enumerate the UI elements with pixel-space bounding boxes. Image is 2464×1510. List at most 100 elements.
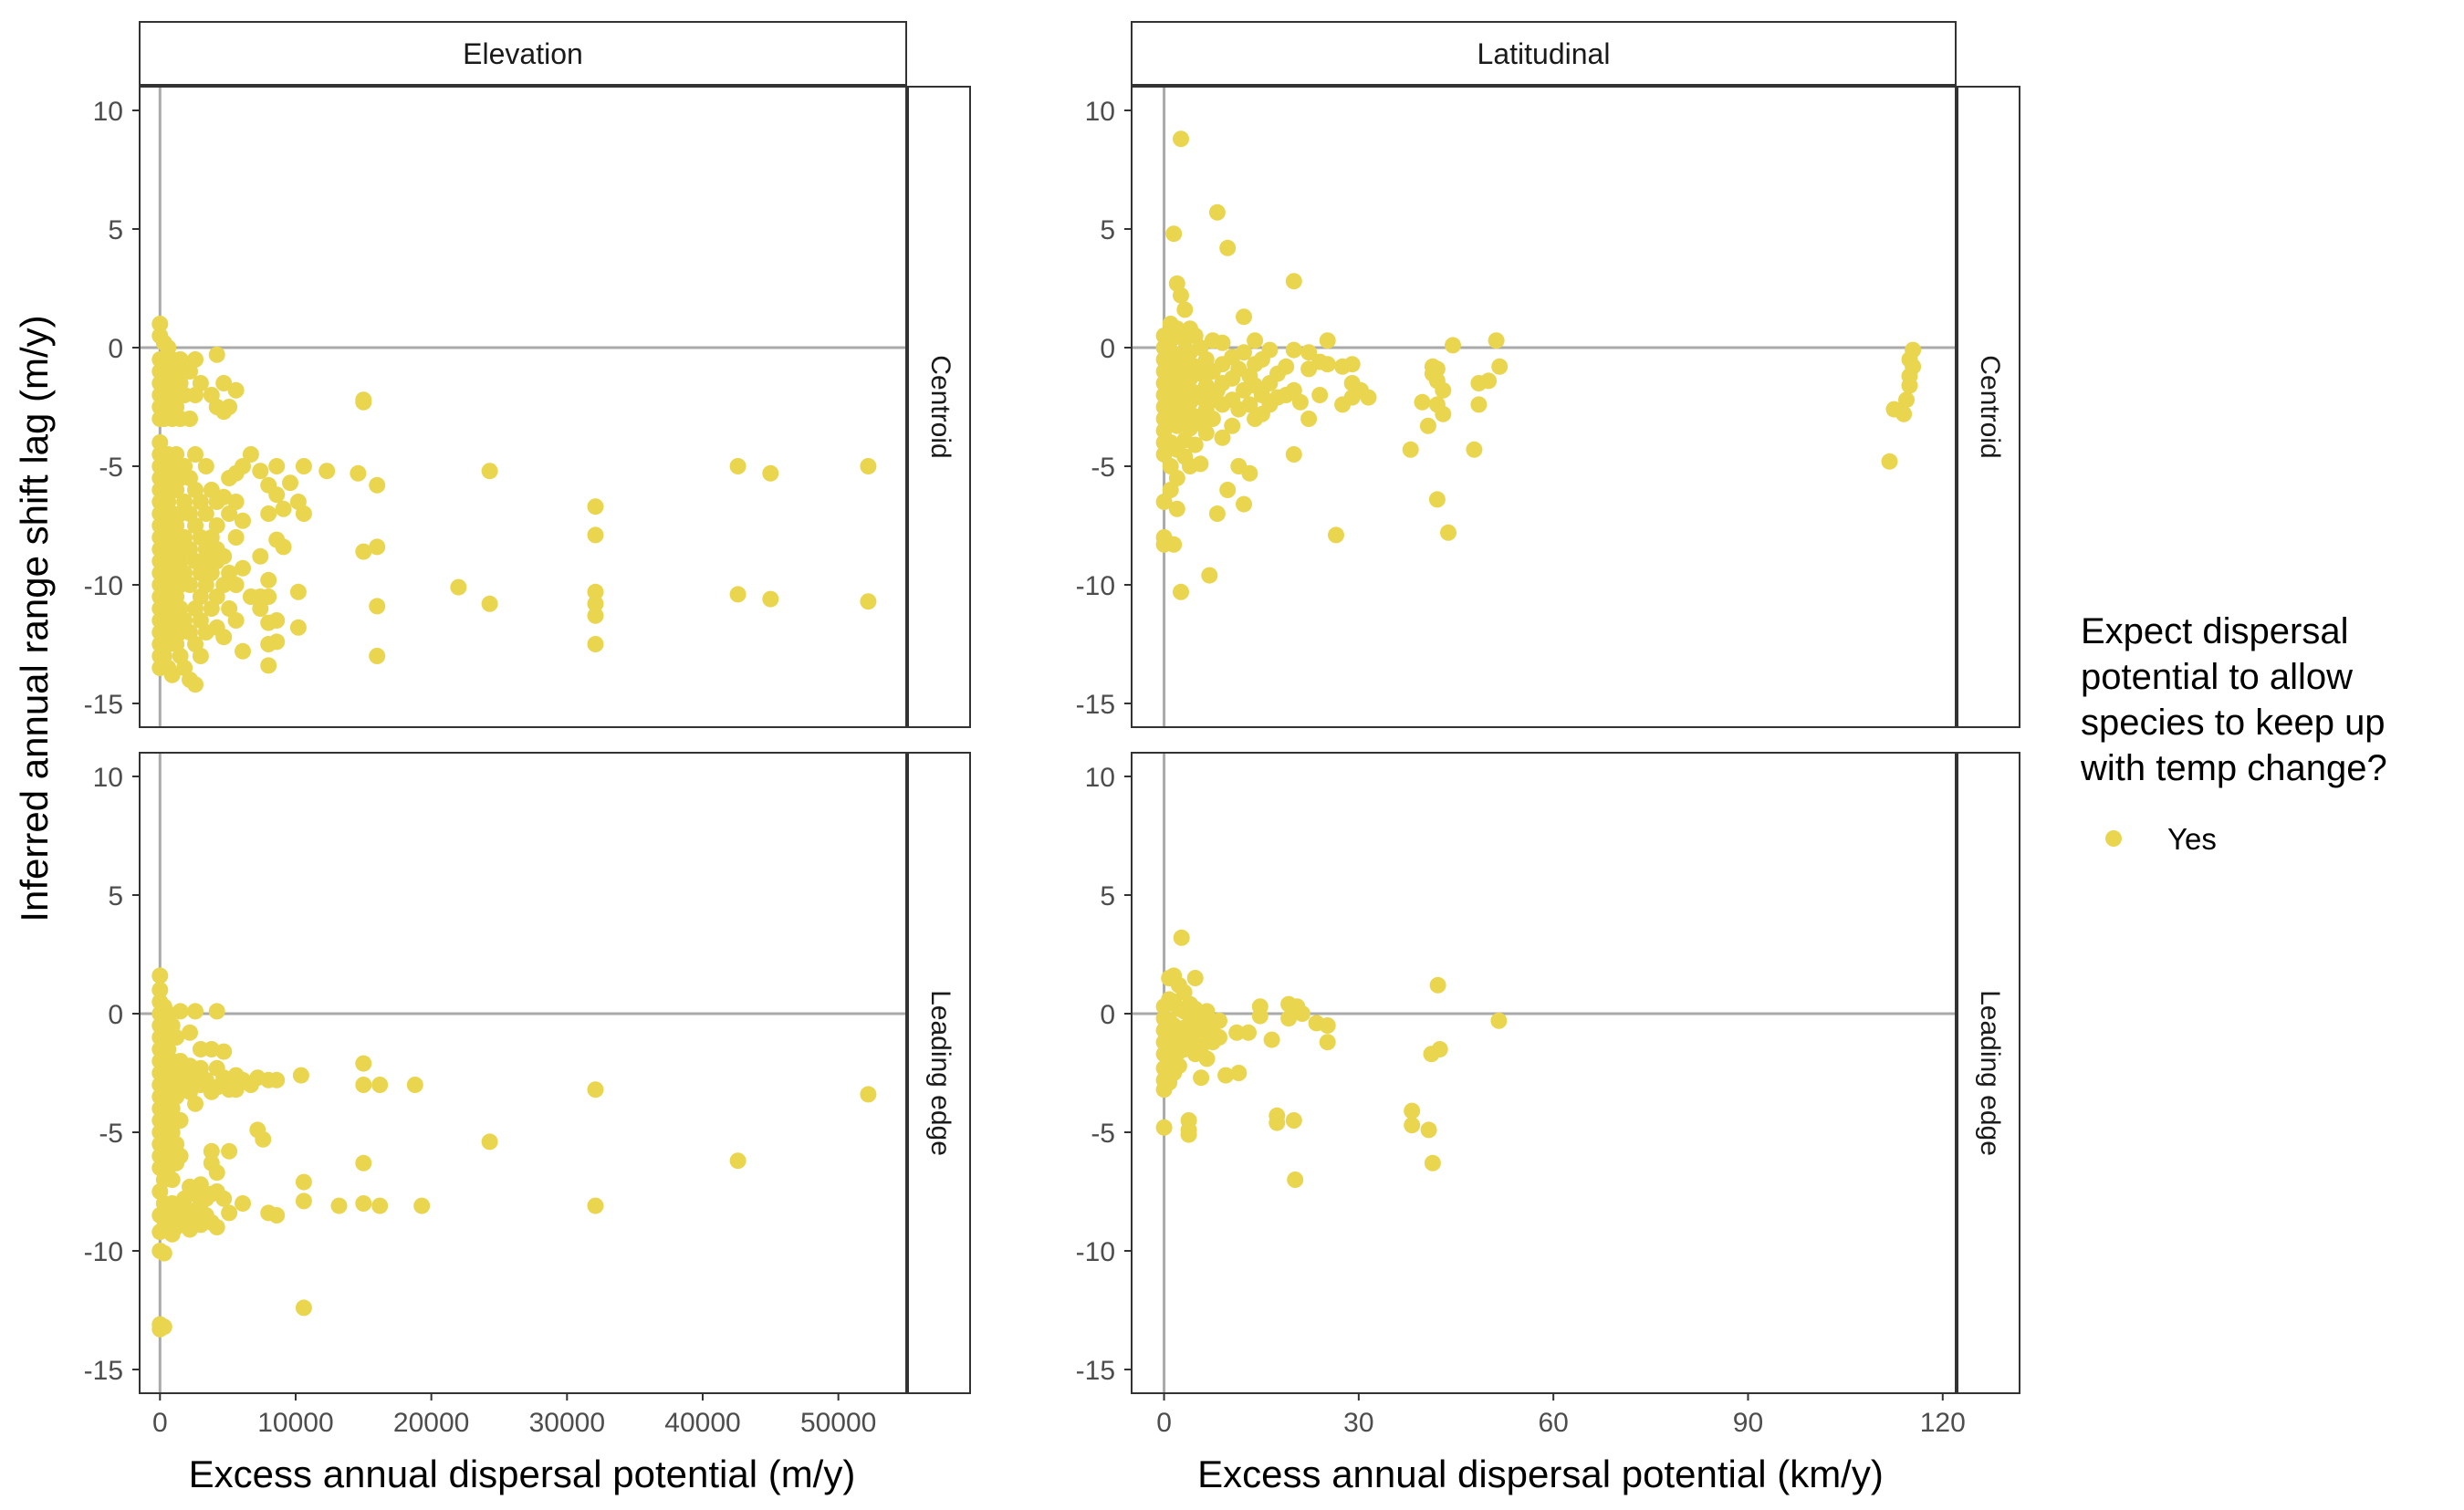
panel-elevation-leading-edge: -15 -10 -5 0 5 10 0 10000 20000 30000 40000 50000 Le… [84, 752, 971, 1438]
data-point [197, 458, 214, 474]
y-tick-label: -5 [99, 1119, 123, 1149]
data-point [151, 967, 169, 984]
data-point [1168, 500, 1185, 517]
data-point [1241, 396, 1258, 413]
data-point [1491, 358, 1509, 375]
y-tick-label: 10 [1085, 97, 1115, 127]
data-point [1360, 389, 1377, 406]
data-point [227, 612, 245, 629]
data-point [1490, 1012, 1508, 1029]
data-point [155, 1318, 172, 1336]
data-point [227, 381, 245, 399]
data-point [255, 1130, 272, 1148]
data-point [860, 458, 877, 474]
data-point [369, 598, 386, 615]
data-point [481, 1133, 498, 1151]
data-point [268, 612, 286, 629]
data-point [208, 1219, 225, 1235]
data-point [1300, 411, 1318, 427]
data-point [215, 1190, 233, 1207]
data-point [1445, 337, 1461, 354]
data-point [268, 633, 286, 651]
y-tick-label: -15 [1076, 1356, 1115, 1386]
data-point [1208, 505, 1226, 522]
data-point [1176, 301, 1194, 318]
data-point [252, 547, 269, 565]
y-tick-label: 0 [1100, 334, 1115, 364]
x-tick-label: 120 [1920, 1408, 1966, 1438]
x-tick-label: 0 [152, 1408, 168, 1438]
data-point [151, 434, 169, 451]
data-point [371, 1197, 389, 1214]
data-point [371, 1077, 389, 1093]
panels-layer: Elevation Latitudinal -15 -10 -5 0 5 10 Centroid… [84, 21, 2020, 1438]
data-point [318, 463, 336, 480]
panel-elevation-centroid: -15 -10 -5 0 5 10 Centroid [84, 86, 971, 728]
data-point [1905, 341, 1922, 359]
data-point [1319, 332, 1336, 349]
legend-title-line: species to keep up [2081, 703, 2386, 743]
data-point [1488, 332, 1505, 349]
data-point [1219, 239, 1237, 256]
x-tick-label: 50000 [800, 1408, 876, 1438]
data-point [221, 505, 238, 522]
data-point [215, 1043, 233, 1060]
legend-title-line: with temp change? [2080, 748, 2387, 788]
data-point [1214, 334, 1231, 351]
panel-border [1131, 752, 1957, 1394]
data-point [1269, 1114, 1286, 1131]
data-point [221, 1142, 238, 1160]
row-strip-label: Centroid [1975, 355, 2005, 458]
data-point [168, 446, 185, 463]
data-point [1236, 344, 1252, 361]
data-point [1204, 411, 1221, 427]
data-point [1240, 1024, 1257, 1041]
legend-title-line: potential to allow [2081, 657, 2353, 697]
data-point [1319, 1017, 1336, 1034]
y-tick-label: 10 [93, 763, 123, 793]
data-point [215, 375, 233, 391]
data-point [268, 486, 286, 504]
data-point [1247, 332, 1264, 349]
data-point [587, 607, 604, 624]
y-tick-label: 5 [108, 881, 123, 911]
y-tick-label: -10 [84, 1237, 123, 1267]
data-point [1287, 1172, 1304, 1188]
y-tick-label: 5 [108, 215, 123, 245]
x-tick-label: 20000 [393, 1408, 469, 1438]
data-point [1224, 417, 1241, 434]
data-point [221, 600, 238, 617]
panel-latitudinal-leading-edge: -15 -10 -5 0 5 10 0 30 60 90 120 Leading edge [1076, 752, 2020, 1438]
data-point [289, 583, 307, 600]
data-point [1404, 1117, 1421, 1134]
data-point [203, 1142, 220, 1160]
data-point [355, 1154, 372, 1172]
data-point [1905, 358, 1922, 375]
data-point [235, 1195, 251, 1212]
data-point [1285, 446, 1302, 463]
data-point [587, 498, 604, 515]
y-tick-label: 10 [93, 97, 123, 127]
data-point [1230, 1065, 1248, 1081]
x-tick-label: 0 [1156, 1408, 1172, 1438]
data-point [172, 1003, 189, 1020]
row-strip [907, 752, 971, 1394]
data-point [187, 446, 204, 463]
data-point [295, 1192, 312, 1210]
data-point [1168, 470, 1185, 486]
data-point [369, 476, 386, 494]
data-point [203, 1041, 220, 1057]
data-point [1155, 1119, 1173, 1136]
y-tick-label: 0 [108, 334, 123, 364]
data-point [587, 1081, 604, 1099]
x-tick-label: 30000 [529, 1408, 605, 1438]
data-point [1251, 1007, 1269, 1025]
data-point [355, 391, 372, 409]
data-point [1173, 929, 1190, 946]
y-tick-label: 5 [1100, 881, 1115, 911]
data-point [1261, 341, 1279, 359]
data-point [1291, 393, 1309, 411]
y-tick-label: -15 [84, 1356, 123, 1386]
